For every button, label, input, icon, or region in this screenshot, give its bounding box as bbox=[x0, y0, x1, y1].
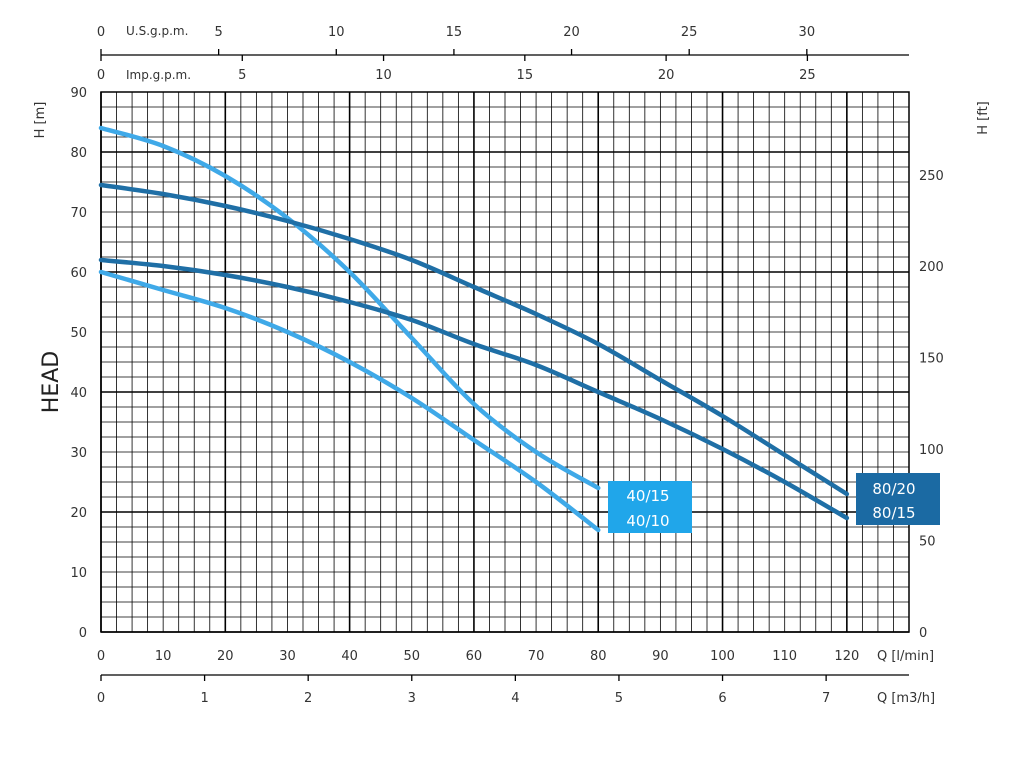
legend-box-light bbox=[608, 481, 692, 533]
m3h-tick-label: 0 bbox=[97, 691, 105, 706]
y-left-tick-label: 40 bbox=[70, 386, 87, 401]
m3h-tick-label: 1 bbox=[200, 691, 208, 706]
legend-label: 80/15 bbox=[872, 504, 915, 522]
m3h-tick-label: 7 bbox=[822, 691, 830, 706]
left-axis: 0 10 20 30 40 50 60 70 80 90 H [m] bbox=[33, 86, 87, 641]
usgpm-axis-label: U.S.g.p.m. bbox=[126, 24, 188, 38]
usgpm-tick-label: 0 bbox=[97, 25, 105, 40]
y-left-tick-label: 90 bbox=[70, 86, 87, 101]
y-left-tick-label: 0 bbox=[79, 626, 87, 641]
x-bottom-tick-label: 30 bbox=[279, 649, 296, 664]
x-bottom-tick-label: 10 bbox=[155, 649, 172, 664]
m3h-axis-label: Q [m3/h] bbox=[877, 691, 935, 706]
plot-frame bbox=[100, 91, 910, 633]
x-bottom-tick-label: 120 bbox=[834, 649, 859, 664]
x-bottom-axis-label: Q [l/min] bbox=[877, 649, 934, 664]
legend-box-dark bbox=[856, 473, 940, 525]
impgpm-axis-label: Imp.g.p.m. bbox=[126, 68, 191, 82]
impgpm-tick-label: 20 bbox=[658, 68, 675, 83]
usgpm-tick-label: 20 bbox=[563, 25, 580, 40]
y-axis-title: HEAD bbox=[39, 351, 64, 413]
impgpm-tick-label: 5 bbox=[238, 68, 246, 83]
y-left-tick-label: 80 bbox=[70, 146, 87, 161]
right-axis: 0 50 100 150 200 250 H [ft] bbox=[919, 101, 991, 641]
impgpm-tick-label: 25 bbox=[799, 68, 816, 83]
usgpm-tick-label: 15 bbox=[446, 25, 463, 40]
x-bottom-tick-label: 100 bbox=[710, 649, 735, 664]
usgpm-tick-label: 25 bbox=[681, 25, 698, 40]
y-left-tick-label: 20 bbox=[70, 506, 87, 521]
minor-grid bbox=[101, 91, 910, 632]
y-right-tick-label: 150 bbox=[919, 352, 944, 367]
y-right-tick-label: 200 bbox=[919, 260, 944, 275]
usgpm-tick-label: 5 bbox=[214, 25, 222, 40]
y-left-tick-label: 30 bbox=[70, 446, 87, 461]
y-right-tick-label: 100 bbox=[919, 443, 944, 458]
series-layer bbox=[98, 125, 850, 533]
x-bottom-tick-label: 60 bbox=[466, 649, 483, 664]
x-bottom-tick-label: 50 bbox=[403, 649, 420, 664]
usgpm-tick-label: 30 bbox=[799, 25, 816, 40]
y-right-tick-label: 0 bbox=[919, 626, 927, 641]
m3h-tick-label: 6 bbox=[718, 691, 726, 706]
x-bottom-tick-label: 40 bbox=[341, 649, 358, 664]
legend-label: 80/20 bbox=[872, 480, 915, 498]
y-left-tick-label: 60 bbox=[70, 266, 87, 281]
legend-label: 40/10 bbox=[626, 512, 669, 530]
series-line-40-15 bbox=[98, 125, 601, 491]
top-axes: 0 5 10 15 20 25 30 U.S.g.p.m. 0 5 10 15 20 25 Imp.g.p.… bbox=[97, 24, 909, 83]
legend-layer: 40/15 40/10 80/20 80/15 bbox=[608, 473, 940, 533]
impgpm-tick-label: 10 bbox=[375, 68, 392, 83]
y-left-tick-label: 70 bbox=[70, 206, 87, 221]
legend-label: 40/15 bbox=[626, 487, 669, 505]
series-line-80-20 bbox=[98, 182, 850, 497]
y-right-tick-label: 250 bbox=[919, 169, 944, 184]
m3h-tick-label: 4 bbox=[511, 691, 519, 706]
x-bottom-tick-label: 20 bbox=[217, 649, 234, 664]
series-line-40-10 bbox=[98, 269, 601, 533]
usgpm-tick-label: 10 bbox=[328, 25, 345, 40]
series-line-80-15 bbox=[98, 257, 850, 521]
x-bottom-tick-label: 70 bbox=[528, 649, 545, 664]
m3h-tick-label: 2 bbox=[304, 691, 312, 706]
y-left-axis-label: H [m] bbox=[33, 102, 48, 139]
x-bottom-tick-label: 0 bbox=[97, 649, 105, 664]
major-grid bbox=[100, 92, 909, 633]
y-right-tick-label: 50 bbox=[919, 535, 936, 550]
m3h-tick-label: 3 bbox=[408, 691, 416, 706]
y-left-tick-label: 10 bbox=[70, 566, 87, 581]
m3h-tick-label: 5 bbox=[615, 691, 623, 706]
x-bottom-tick-label: 80 bbox=[590, 649, 607, 664]
y-right-axis-label: H [ft] bbox=[976, 101, 991, 135]
x-bottom-tick-label: 110 bbox=[772, 649, 797, 664]
impgpm-tick-label: 15 bbox=[517, 68, 534, 83]
bottom-axes: 0 10 20 30 40 50 60 70 80 90 100 110 120 Q [l/min] 0 1 2… bbox=[97, 649, 935, 706]
impgpm-tick-label: 0 bbox=[97, 68, 105, 83]
y-left-tick-label: 50 bbox=[70, 326, 87, 341]
x-bottom-tick-label: 90 bbox=[652, 649, 669, 664]
